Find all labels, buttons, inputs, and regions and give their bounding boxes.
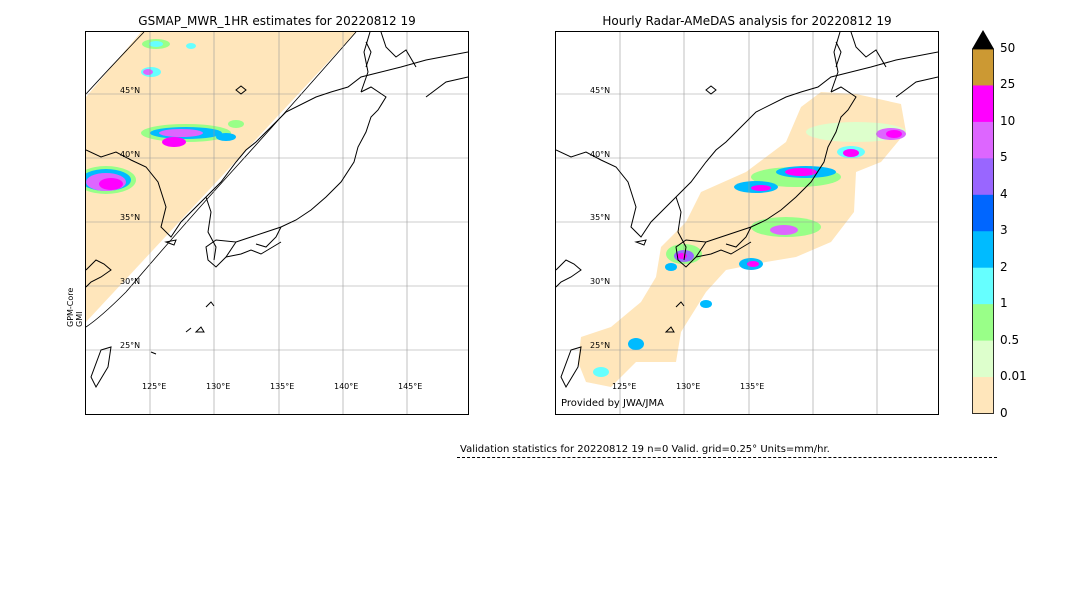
colorbar-tick-label: 10 [1000,113,1016,128]
right-map-canvas [556,32,938,414]
colorbar-tick-label: 0.5 [1000,332,1020,347]
colorbar-segment [972,49,994,86]
left-lat-label: 35°N [120,213,141,222]
colorbar-tick-label: 3 [1000,223,1008,238]
sensor-name: GMI [75,311,84,327]
right-lon-label: 135°E [740,382,765,391]
right-map-panel: 45°N 40°N 35°N 30°N 25°N 125°E 130°E 135… [555,31,939,415]
coastlines [556,32,938,389]
left-map-canvas [86,32,468,414]
colorbar-segment [972,304,994,342]
left-lat-label: 40°N [120,150,141,159]
left-lon-label: 135°E [270,382,295,391]
right-map-title: Hourly Radar-AMeDAS analysis for 2022081… [602,14,892,28]
validation-statistics: Validation statistics for 20220812 19 n=… [460,444,830,455]
satellite-name: GPM-Core [66,287,75,327]
colorbar [972,30,994,414]
precip-cells [86,39,244,194]
graticule [556,32,938,414]
data-credit: Provided by JWA/JMA [561,398,664,409]
right-lon-label: 125°E [612,382,637,391]
coastlines [86,32,468,389]
graticule [86,32,468,414]
colorbar-segment [972,158,994,196]
colorbar-graphic [972,30,994,414]
colorbar-tick-label: 2 [1000,259,1008,274]
colorbar-segment [972,340,994,378]
colorbar-tick-label: 5 [1000,150,1008,165]
colorbar-outline [972,48,994,414]
colorbar-tick-label: 0 [1000,405,1008,420]
colorbar-segments [972,49,994,414]
colorbar-segment [972,194,994,232]
stats-underline [457,457,997,458]
colorbar-segment [972,377,994,414]
left-lat-label: 25°N [120,341,141,350]
colorbar-tick-label: 50 [1000,41,1016,55]
right-lat-label: 30°N [590,277,611,286]
colorbar-tick-label: 4 [1000,186,1008,201]
colorbar-segment [972,85,994,123]
satellite-label: GPM-Core GMI [66,288,84,327]
left-map-panel: 45°N 40°N 35°N 30°N 25°N 125°E 130°E 135… [85,31,469,415]
left-map-title: GSMAP_MWR_1HR estimates for 20220812 19 [138,14,416,28]
left-lon-label: 140°E [334,382,359,391]
right-lat-label: 45°N [590,86,611,95]
right-lat-label: 35°N [590,213,611,222]
colorbar-tick-label: 0.01 [1000,369,1027,384]
right-lat-label: 40°N [590,150,611,159]
colorbar-segment [972,267,994,305]
colorbar-tick-label: 1 [1000,296,1008,311]
swath-edge [86,32,145,95]
swath-edge [86,32,357,328]
colorbar-arrow [972,30,994,49]
left-lat-label: 30°N [120,277,141,286]
swath-area [86,32,356,322]
colorbar-tick-label: 25 [1000,77,1016,92]
right-lat-label: 25°N [590,341,611,350]
left-lat-label: 45°N [120,86,141,95]
left-lon-label: 125°E [142,382,167,391]
left-lon-label: 130°E [206,382,231,391]
left-lon-label: 145°E [398,382,423,391]
radar-coverage [578,92,906,387]
colorbar-segment [972,121,994,159]
right-lon-label: 130°E [676,382,701,391]
colorbar-segment [972,231,994,269]
